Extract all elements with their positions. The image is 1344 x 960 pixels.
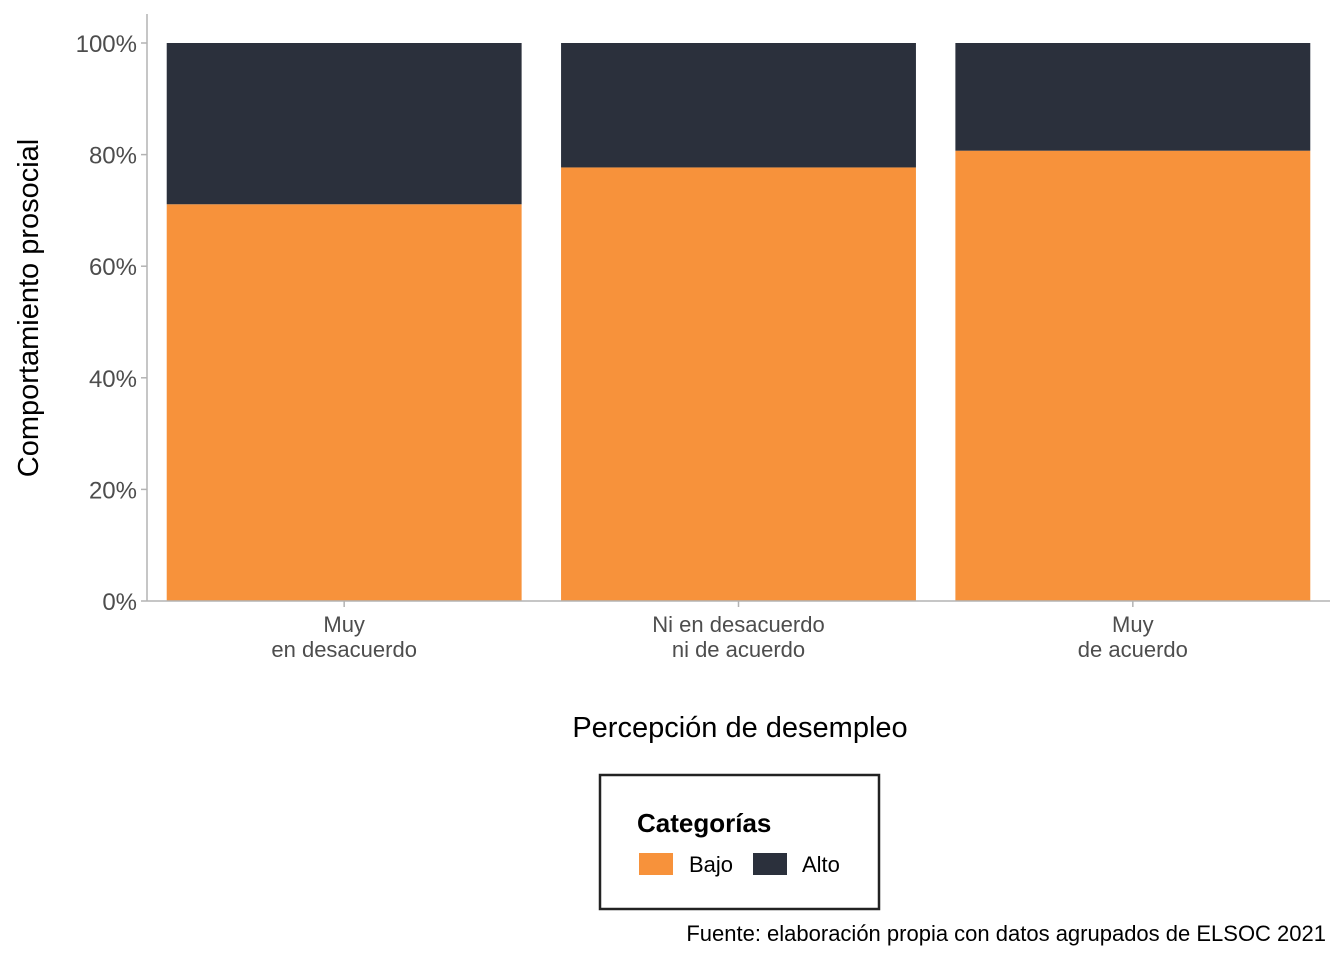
bar-alto-1 xyxy=(166,43,522,205)
y-axis-title: Comportamiento prosocial xyxy=(13,139,45,477)
legend-title: Categorías xyxy=(637,808,771,838)
legend-swatch-bajo xyxy=(639,853,673,875)
y-tick-label: 80% xyxy=(89,143,137,170)
legend-label-bajo: Bajo xyxy=(689,852,733,877)
y-axis-ticks: 0% 20% 40% 60% 80% 100% xyxy=(76,31,147,616)
y-tick-label: 100% xyxy=(76,31,137,58)
x-tick-label: Muy xyxy=(1112,612,1154,637)
y-tick-label: 40% xyxy=(89,366,137,393)
bar-bajo-1 xyxy=(166,204,522,601)
x-tick-label: Ni en desacuerdo xyxy=(652,612,824,637)
x-tick-label: ni de acuerdo xyxy=(672,637,805,662)
x-axis-title: Percepción de desempleo xyxy=(572,712,907,744)
x-tick-label: de acuerdo xyxy=(1078,637,1188,662)
bar-alto-2 xyxy=(561,43,916,168)
legend-swatch-alto xyxy=(753,853,787,875)
x-tick-label: Muy xyxy=(323,612,365,637)
y-tick-label: 60% xyxy=(89,254,137,281)
y-tick-label: 20% xyxy=(89,477,137,504)
legend: Categorías Bajo Alto xyxy=(598,773,881,911)
y-tick-label: 0% xyxy=(102,589,137,616)
bar-bajo-2 xyxy=(561,167,916,601)
bar-bajo-3 xyxy=(955,150,1311,601)
x-tick-label: en desacuerdo xyxy=(271,637,417,662)
bar-alto-3 xyxy=(955,43,1311,151)
bars-group xyxy=(166,43,1311,601)
legend-label-alto: Alto xyxy=(802,852,840,877)
legend-box xyxy=(598,773,881,911)
chart-caption: Fuente: elaboración propia con datos agr… xyxy=(686,921,1326,946)
